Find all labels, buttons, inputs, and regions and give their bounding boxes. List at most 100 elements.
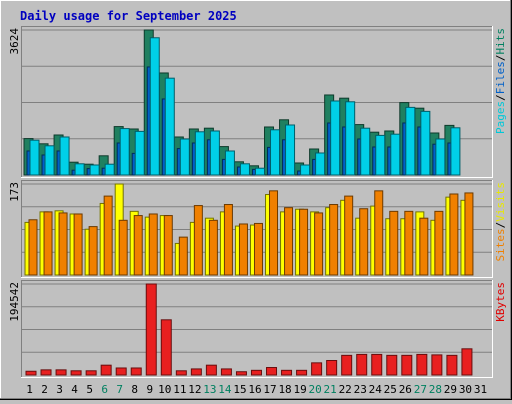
bar-sites-day-9 — [148, 213, 158, 276]
bar-sites-day-3 — [58, 212, 68, 276]
x-tick-label: 4 — [71, 383, 78, 396]
x-tick-label: 8 — [131, 383, 138, 396]
bar-pages-day-6 — [104, 163, 115, 176]
bar-pages-day-26 — [405, 106, 416, 176]
bar-sites-day-16 — [253, 222, 263, 276]
bar-pages-day-9 — [149, 37, 160, 176]
bar-kbytes-day-13 — [205, 364, 217, 376]
y-max-label: 3624 — [8, 28, 21, 55]
bar-sites-day-28 — [434, 210, 444, 276]
bar-pages-day-10 — [164, 77, 175, 176]
x-tick-label: 15 — [233, 383, 246, 396]
x-tick-label: 9 — [146, 383, 153, 396]
bar-kbytes-day-3 — [55, 369, 67, 376]
x-tick-label: 14 — [218, 383, 232, 396]
bar-sites-day-29 — [449, 193, 459, 276]
bar-pages-day-7 — [119, 128, 130, 176]
bar-kbytes-day-6 — [100, 364, 112, 376]
bar-pages-day-4 — [74, 163, 85, 176]
bar-kbytes-day-22 — [341, 354, 353, 376]
bar-pages-day-28 — [435, 138, 446, 176]
bar-kbytes-day-21 — [326, 359, 338, 376]
bar-sites-day-20 — [314, 212, 324, 276]
x-tick-label: 24 — [369, 383, 383, 396]
bar-kbytes-day-7 — [115, 367, 127, 376]
bar-kbytes-day-25 — [386, 354, 398, 376]
x-tick-label: 13 — [203, 383, 216, 396]
bar-pages-day-15 — [239, 163, 250, 176]
bar-sites-day-11 — [178, 236, 188, 276]
bar-kbytes-day-4 — [70, 370, 82, 376]
legend-visits-sites: Sites/Visits — [494, 182, 507, 262]
bar-pages-day-14 — [224, 150, 235, 176]
bar-sites-day-18 — [284, 207, 294, 276]
bar-kbytes-day-18 — [281, 369, 293, 376]
series-pages — [29, 37, 461, 176]
x-tick-label: 7 — [116, 383, 123, 396]
bar-pages-day-20 — [315, 152, 326, 176]
bar-kbytes-day-17 — [266, 367, 278, 376]
bar-kbytes-day-5 — [85, 370, 97, 376]
bar-kbytes-day-20 — [311, 362, 323, 376]
bar-kbytes-day-14 — [220, 368, 232, 376]
x-tick-label: 22 — [339, 383, 352, 396]
bar-sites-day-15 — [238, 223, 248, 276]
x-tick-label: 1 — [26, 383, 33, 396]
x-tick-label: 20 — [309, 383, 322, 396]
bar-kbytes-day-12 — [190, 368, 202, 376]
bar-kbytes-day-1 — [25, 370, 37, 376]
bar-sites-day-25 — [389, 210, 399, 276]
bar-kbytes-day-27 — [416, 353, 428, 376]
legend-item: / — [494, 55, 507, 62]
series-sites — [28, 190, 474, 276]
bar-sites-day-7 — [118, 219, 128, 276]
bar-pages-day-24 — [375, 134, 386, 176]
x-tick-label: 28 — [429, 383, 442, 396]
x-tick-label: 3 — [56, 383, 63, 396]
bar-kbytes-day-8 — [130, 367, 142, 376]
bar-kbytes-day-19 — [296, 369, 308, 376]
legend-item: Pages — [494, 101, 507, 134]
bar-pages-day-11 — [179, 138, 190, 176]
bar-sites-day-24 — [374, 190, 384, 276]
bar-pages-day-27 — [420, 110, 431, 176]
bar-pages-day-1 — [29, 139, 40, 176]
bar-kbytes-day-10 — [160, 319, 172, 376]
bar-pages-day-8 — [134, 130, 145, 176]
bar-kbytes-day-23 — [356, 353, 368, 376]
bar-pages-day-23 — [360, 127, 371, 176]
x-tick-label: 25 — [384, 383, 397, 396]
bar-kbytes-day-28 — [431, 354, 443, 376]
bar-sites-day-4 — [73, 213, 83, 276]
panel-kbytes: 194542 KBytes — [8, 280, 507, 378]
bar-kbytes-day-26 — [401, 354, 413, 376]
y-max-label: 173 — [8, 182, 21, 202]
bar-pages-day-2 — [44, 145, 55, 176]
x-tick-label: 27 — [414, 383, 427, 396]
bar-sites-day-5 — [88, 226, 98, 276]
x-tick-label: 30 — [459, 383, 472, 396]
bar-pages-day-22 — [345, 101, 356, 176]
x-tick-label: 16 — [248, 383, 261, 396]
x-tick-label: 2 — [41, 383, 48, 396]
bar-sites-day-8 — [133, 215, 143, 276]
bar-sites-day-17 — [269, 190, 279, 276]
bar-pages-day-19 — [300, 164, 311, 176]
x-tick-label: 19 — [293, 383, 306, 396]
bar-sites-day-14 — [223, 204, 233, 276]
bar-sites-day-2 — [43, 211, 53, 276]
bar-pages-day-21 — [330, 100, 341, 176]
x-tick-label: 21 — [324, 383, 337, 396]
bar-kbytes-day-9 — [145, 283, 157, 376]
bar-pages-day-3 — [59, 136, 70, 176]
bar-kbytes-day-24 — [371, 353, 383, 376]
x-tick-label: 18 — [278, 383, 291, 396]
x-tick-label: 29 — [444, 383, 457, 396]
legend-item: Sites — [494, 228, 507, 261]
bar-sites-day-22 — [344, 195, 354, 276]
bar-pages-day-17 — [270, 129, 281, 176]
bar-sites-day-30 — [464, 192, 474, 276]
legend-item: Visits — [494, 182, 507, 222]
bar-sites-day-23 — [359, 208, 369, 276]
